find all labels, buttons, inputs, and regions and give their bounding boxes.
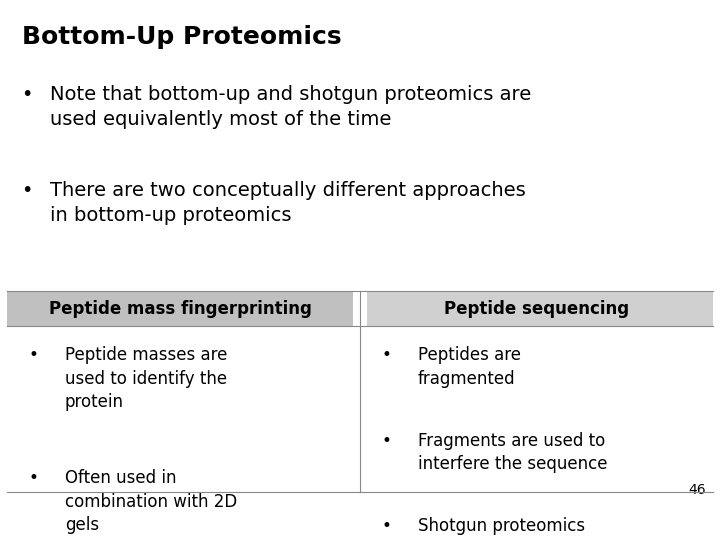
Text: Peptides are
fragmented: Peptides are fragmented	[418, 346, 521, 388]
Text: •: •	[29, 469, 39, 487]
Text: •: •	[22, 181, 33, 200]
Text: Fragments are used to
interfere the sequence: Fragments are used to interfere the sequ…	[418, 431, 607, 473]
FancyBboxPatch shape	[367, 291, 713, 326]
Text: Peptide mass fingerprinting: Peptide mass fingerprinting	[48, 300, 312, 318]
Text: Bottom-Up Proteomics: Bottom-Up Proteomics	[22, 25, 341, 49]
Text: Note that bottom-up and shotgun proteomics are
used equivalently most of the tim: Note that bottom-up and shotgun proteomi…	[50, 85, 531, 129]
Text: Shotgun proteomics: Shotgun proteomics	[418, 517, 585, 535]
Text: Often used in
combination with 2D
gels: Often used in combination with 2D gels	[65, 469, 237, 535]
Text: Peptide masses are
used to identify the
protein: Peptide masses are used to identify the …	[65, 346, 228, 411]
Text: Peptide sequencing: Peptide sequencing	[444, 300, 629, 318]
Text: •: •	[29, 346, 39, 364]
Text: 46: 46	[688, 483, 706, 497]
Text: •: •	[382, 346, 392, 364]
Text: •: •	[382, 431, 392, 450]
Text: •: •	[382, 517, 392, 535]
FancyBboxPatch shape	[7, 291, 353, 326]
Text: There are two conceptually different approaches
in bottom-up proteomics: There are two conceptually different app…	[50, 181, 526, 225]
Text: •: •	[22, 85, 33, 104]
